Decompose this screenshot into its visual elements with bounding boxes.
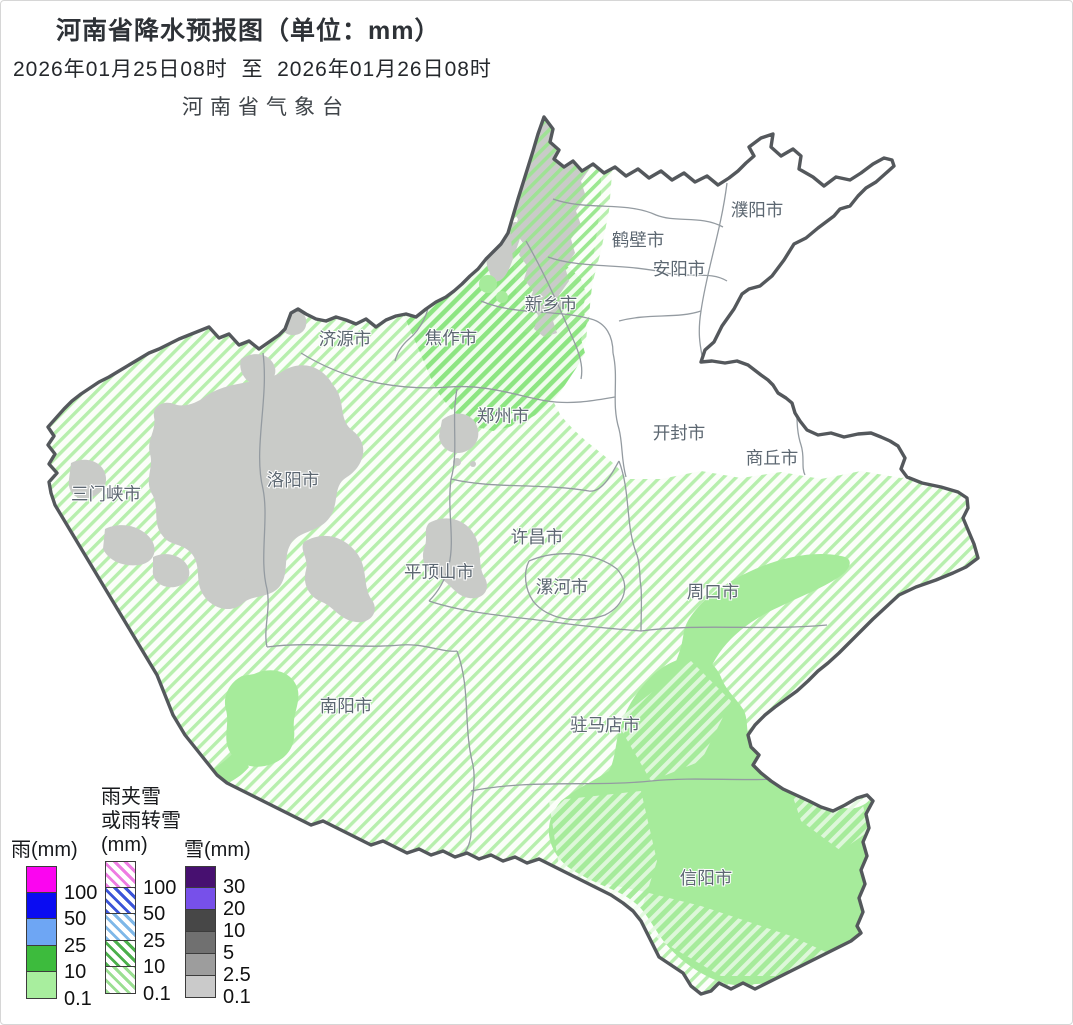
- label-jiaozuo: 焦作市: [425, 328, 478, 348]
- label-luoyang: 洛阳市: [267, 470, 320, 490]
- rain-swatch-50: [26, 892, 57, 919]
- legend-rain-values: 100 50 25 10 0.1: [64, 881, 98, 1010]
- legend-snow-values: 30 20 10 5 2.5 0.1: [223, 876, 251, 1008]
- label-xinyang: 信阳市: [680, 868, 733, 888]
- sleet-swatch-10: [105, 940, 136, 967]
- legend-rain-title: 雨(mm): [11, 839, 78, 861]
- legend-sleet-swatches: [105, 861, 136, 994]
- sleet-swatch-25: [105, 914, 136, 941]
- sleet-swatch-01: [105, 967, 136, 994]
- sleet-over-snow-overlay: [506, 117, 601, 341]
- label-luohe: 漯河市: [536, 577, 589, 597]
- sleet-over-rain-overlays: [549, 661, 869, 976]
- rain-swatch-10: [26, 945, 57, 972]
- label-shangqiu: 商丘市: [746, 448, 799, 468]
- valid-period: 2026年01月25日08时 至 2026年01月26日08时: [13, 58, 492, 81]
- label-zhoukou: 周口市: [687, 582, 740, 602]
- label-puyang: 濮阳市: [731, 200, 784, 220]
- sleet-swatch-50: [105, 887, 136, 914]
- snow-swatch-30: [185, 866, 216, 888]
- legend-snow: 雪(mm) 30 20 10 5 2.5 0.1: [184, 833, 251, 1008]
- rain-swatch-100: [26, 866, 57, 893]
- label-zhumadian: 驻马店市: [570, 715, 640, 735]
- label-zhengzhou: 郑州市: [477, 406, 530, 426]
- legend-rain-swatches: [26, 866, 57, 999]
- legend-snow-swatches: [185, 866, 216, 998]
- snow-swatch-25: [185, 954, 216, 976]
- label-pingdingshan: 平顶山市: [404, 562, 474, 582]
- sleet-swatch-100: [105, 861, 136, 888]
- snow-swatch-5: [185, 932, 216, 954]
- legend-sleet-values: 100 50 25 10 0.1: [143, 876, 177, 1005]
- label-xuchang: 许昌市: [511, 527, 564, 547]
- snow-swatch-10: [185, 910, 216, 932]
- city-labels: 濮阳市 鹤壁市 安阳市 新乡市 焦作市 济源市 郑州市 开封市 商丘市 洛阳市 …: [70, 199, 799, 889]
- snow-swatch-01: [185, 976, 216, 998]
- legend-sleet-title: 雨夹雪 或雨转雪 (mm): [101, 786, 181, 856]
- label-sanmenxia: 三门峡市: [71, 484, 141, 504]
- label-hebi: 鹤壁市: [612, 230, 665, 250]
- issuing-agency: 河南省气象台: [182, 95, 350, 119]
- city-boundaries: [258, 182, 862, 858]
- label-nanyang: 南阳市: [320, 696, 373, 716]
- rain-swatch-25: [26, 919, 57, 946]
- legend-rain: 雨(mm) 100 50 25 10 0.1: [11, 833, 98, 1010]
- label-jiyuan: 济源市: [319, 329, 372, 349]
- page-title: 河南省降水预报图（单位：mm）: [56, 17, 441, 45]
- no-precip-region: [546, 117, 978, 479]
- label-anyang: 安阳市: [653, 259, 706, 279]
- legend-sleet: 雨夹雪 或雨转雪 (mm) 100 50 25 10 0.1: [101, 785, 181, 1005]
- legend-snow-title: 雪(mm): [184, 839, 251, 861]
- rain-swatch-01: [26, 972, 57, 999]
- label-xinxiang: 新乡市: [525, 294, 578, 314]
- snow-swatch-20: [185, 888, 216, 910]
- label-kaifeng: 开封市: [653, 423, 706, 443]
